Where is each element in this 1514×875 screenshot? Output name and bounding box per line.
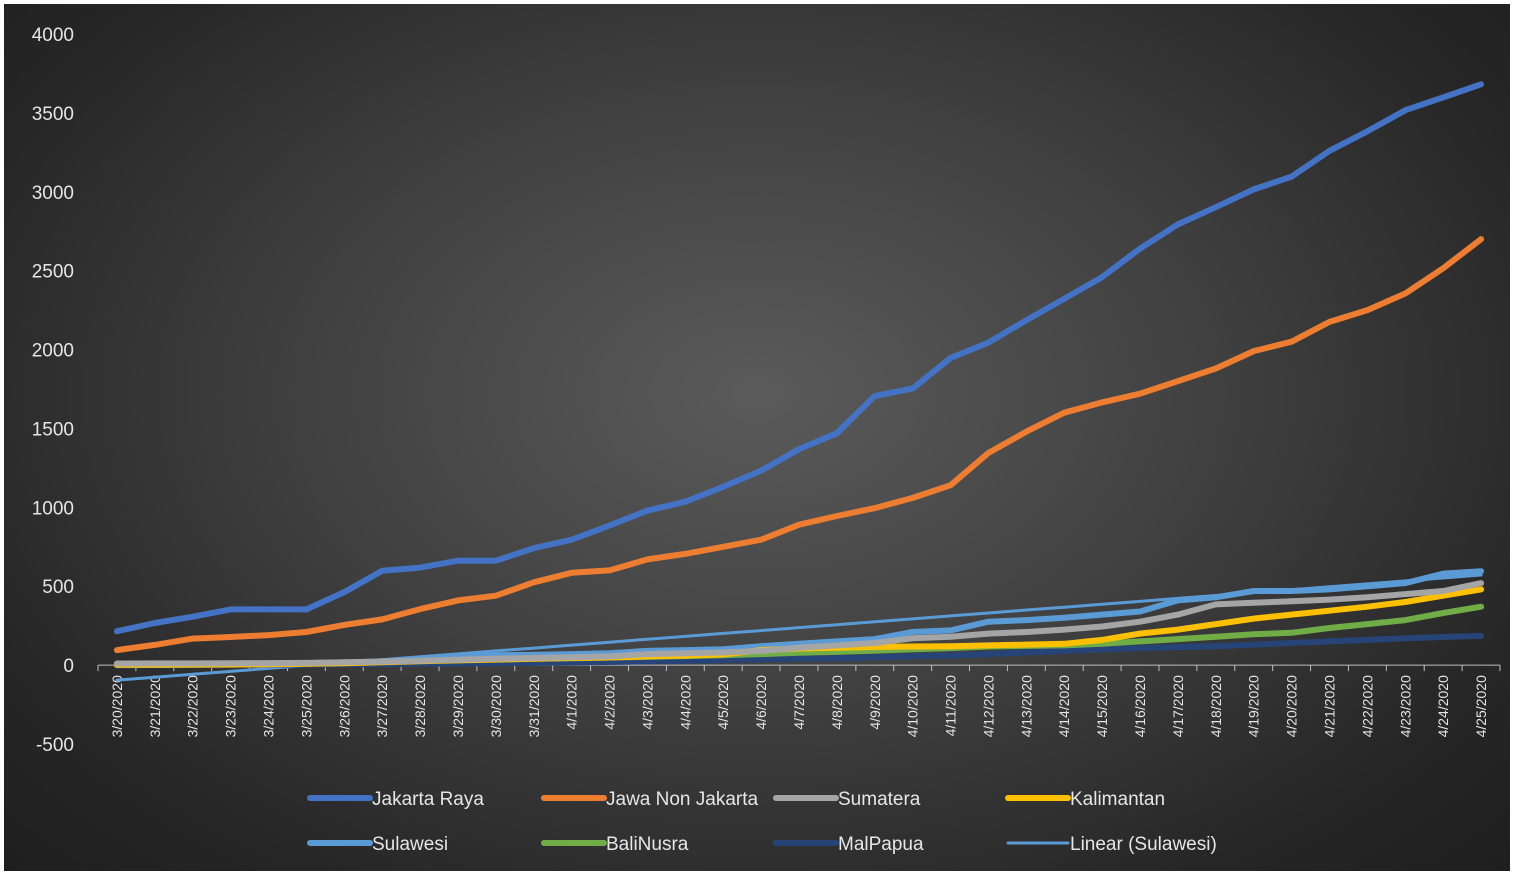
y-tick-label: 2500 xyxy=(32,262,74,283)
x-tick-label: 3/25/2020 xyxy=(298,675,314,737)
x-tick-label: 4/18/2020 xyxy=(1208,675,1224,737)
x-tick-label: 4/14/2020 xyxy=(1056,675,1072,737)
series-line-jakarta-raya xyxy=(113,81,1485,635)
legend-label: Linear (Sulawesi) xyxy=(1070,834,1217,855)
x-tick-label: 3/23/2020 xyxy=(223,675,239,737)
x-tick-label: 3/29/2020 xyxy=(450,675,466,737)
x-tick-label: 3/20/2020 xyxy=(109,675,125,737)
x-tick-label: 3/21/2020 xyxy=(147,675,163,737)
legend-label: Jawa Non Jakarta xyxy=(606,789,759,810)
y-tick-label: 3500 xyxy=(32,104,74,125)
x-tick-label: 4/1/2020 xyxy=(564,675,580,730)
legend-label: Sumatera xyxy=(838,789,921,810)
y-tick-label: 1000 xyxy=(32,498,74,519)
x-axis: 3/20/2020 3/21/2020 3/22/2020 3/23/2020 3/24… xyxy=(97,664,1501,737)
series-line-sumatera xyxy=(113,580,1485,667)
x-tick-label: 4/25/2020 xyxy=(1473,675,1489,737)
x-tick-label: 4/5/2020 xyxy=(715,675,731,730)
y-tick-label: 1500 xyxy=(32,419,74,440)
y-tick-label: 0 xyxy=(63,656,74,677)
x-tick-label: 4/12/2020 xyxy=(980,675,996,737)
x-tick-label: 4/16/2020 xyxy=(1132,675,1148,737)
y-tick-label: 2000 xyxy=(32,341,74,362)
x-tick-label: 4/22/2020 xyxy=(1359,675,1375,737)
x-tick-label: 3/24/2020 xyxy=(261,675,277,737)
x-tick-label: 4/15/2020 xyxy=(1094,675,1110,737)
x-tick-label: 4/2/2020 xyxy=(602,675,618,730)
x-tick-label: 4/21/2020 xyxy=(1321,675,1337,737)
x-tick-label: 4/9/2020 xyxy=(867,675,883,730)
x-tick-label: 4/19/2020 xyxy=(1246,675,1262,737)
legend-label: Jakarta Raya xyxy=(372,789,484,810)
chart-area: -500 0 500 1000 1500 2000 2500 3000 3500 4000 3/2… xyxy=(4,4,1510,871)
x-tick-label: 4/23/2020 xyxy=(1397,675,1413,737)
y-tick-label: 3000 xyxy=(32,183,74,204)
x-tick-label: 4/24/2020 xyxy=(1435,675,1451,737)
legend: Jakarta Raya Jawa Non Jakarta Sumatera Kali… xyxy=(307,789,1217,855)
x-tick-label: 4/8/2020 xyxy=(829,675,845,730)
x-tick-label: 4/4/2020 xyxy=(677,675,693,730)
legend-label: BaliNusra xyxy=(606,834,689,855)
x-tick-label: 4/20/2020 xyxy=(1284,675,1300,737)
x-tick-label: 4/11/2020 xyxy=(943,675,959,736)
y-tick-label: 4000 xyxy=(32,25,74,46)
series-layer xyxy=(113,81,1485,682)
x-tick-label: 3/22/2020 xyxy=(185,675,201,737)
y-tick-label: -500 xyxy=(36,735,74,756)
legend-label: Sulawesi xyxy=(372,834,448,855)
x-tick-label: 4/17/2020 xyxy=(1170,675,1186,737)
y-tick-label: 500 xyxy=(42,577,74,598)
x-tick-label: 3/27/2020 xyxy=(374,675,390,737)
x-tick-label: 3/31/2020 xyxy=(526,675,542,737)
legend-label: Kalimantan xyxy=(1070,789,1165,810)
series-line-jawa-non-jakarta xyxy=(113,236,1485,654)
x-tick-label: 4/7/2020 xyxy=(791,675,807,730)
x-tick-label: 3/28/2020 xyxy=(412,675,428,737)
x-tick-label: 4/10/2020 xyxy=(905,675,921,737)
x-tick-label: 4/3/2020 xyxy=(639,675,655,730)
legend-label: MalPapua xyxy=(838,834,924,855)
line-chart: -500 0 500 1000 1500 2000 2500 3000 3500 4000 3/2… xyxy=(32,25,1501,855)
x-tick-label: 3/26/2020 xyxy=(336,675,352,737)
x-tick-label: 4/6/2020 xyxy=(753,675,769,730)
x-tick-label: 4/13/2020 xyxy=(1018,675,1034,737)
y-axis: -500 0 500 1000 1500 2000 2500 3000 3500 4000 xyxy=(32,25,74,756)
x-tick-label: 3/30/2020 xyxy=(488,675,504,737)
